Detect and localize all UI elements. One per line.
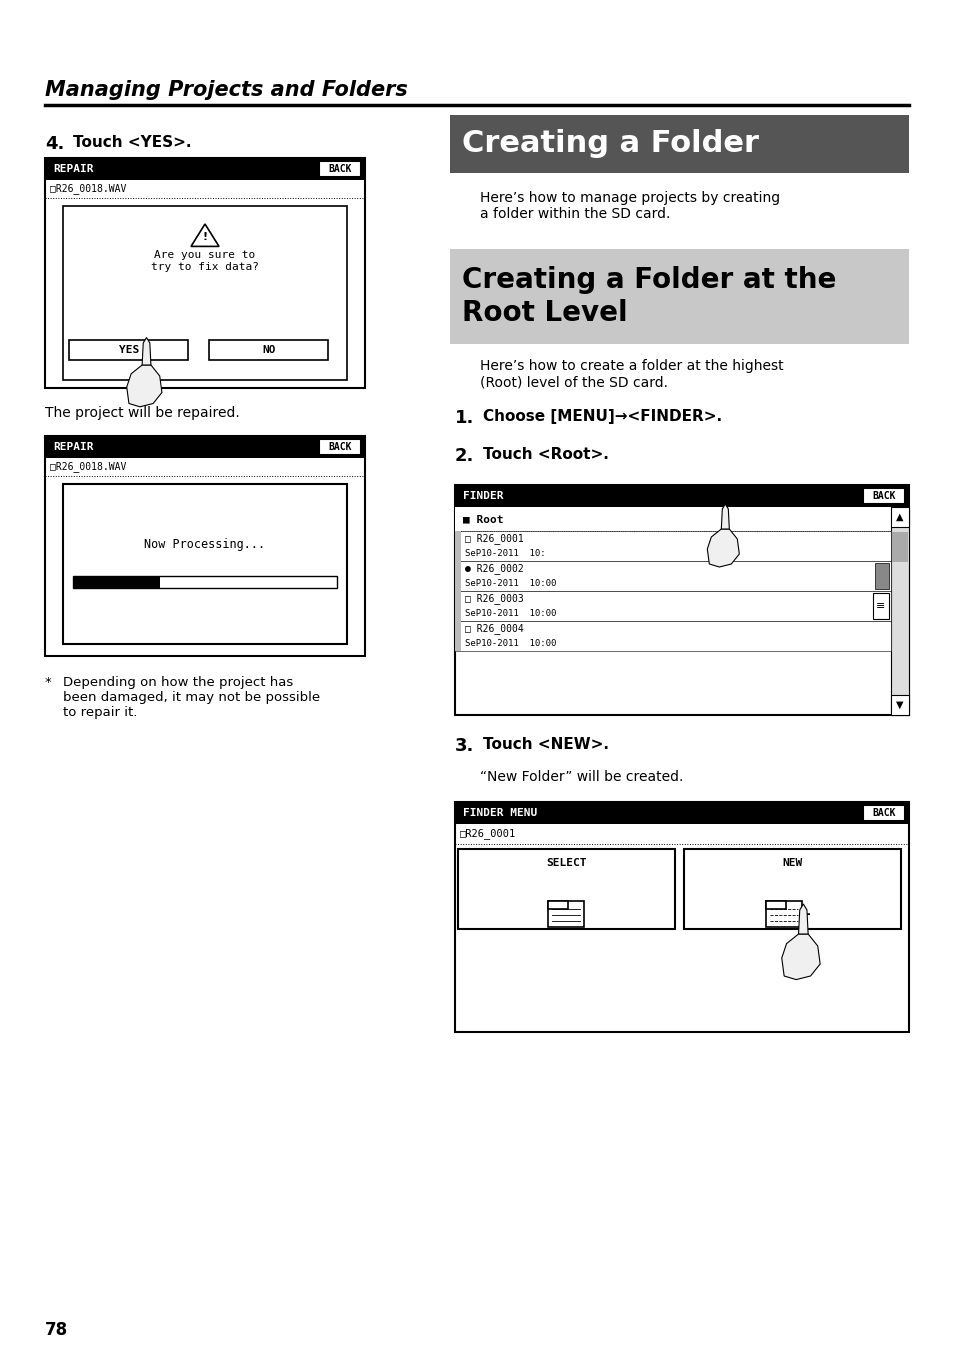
Text: FINDER: FINDER: [462, 492, 503, 501]
Bar: [455, 531, 460, 561]
Text: 1.: 1.: [455, 409, 474, 427]
Polygon shape: [191, 223, 219, 246]
Bar: [457, 849, 675, 929]
Bar: [45, 436, 365, 655]
Bar: [890, 506, 908, 715]
Text: □ R26_0004: □ R26_0004: [464, 624, 523, 635]
Text: NEW: NEW: [781, 858, 801, 868]
Text: ▲: ▲: [895, 512, 902, 523]
Bar: [455, 561, 890, 590]
Polygon shape: [781, 934, 820, 979]
Text: Depending on how the project has
been damaged, it may not be possible
to repair : Depending on how the project has been da…: [63, 676, 320, 719]
Bar: [862, 806, 904, 821]
Bar: [63, 483, 347, 645]
Text: *: *: [45, 676, 51, 689]
Bar: [69, 340, 188, 360]
Bar: [209, 340, 328, 360]
Bar: [455, 621, 890, 651]
Text: □R26_0018.WAV: □R26_0018.WAV: [50, 462, 126, 473]
Bar: [765, 900, 801, 927]
Bar: [862, 487, 904, 504]
Polygon shape: [127, 366, 162, 406]
Bar: [890, 695, 908, 715]
Text: □R26_0018.WAV: □R26_0018.WAV: [50, 184, 126, 195]
Bar: [450, 249, 908, 344]
Text: 4.: 4.: [45, 135, 64, 153]
Bar: [455, 802, 908, 1032]
Bar: [450, 115, 908, 173]
Bar: [455, 621, 460, 651]
Text: Managing Projects and Folders: Managing Projects and Folders: [45, 80, 407, 100]
Bar: [874, 563, 888, 589]
Bar: [45, 158, 365, 389]
Text: □R26_0001: □R26_0001: [459, 829, 516, 839]
Text: □ R26_0003: □ R26_0003: [464, 593, 523, 604]
Bar: [45, 436, 365, 458]
Text: BACK: BACK: [328, 164, 352, 175]
Bar: [455, 590, 460, 621]
Text: REPAIR: REPAIR: [53, 441, 93, 452]
Text: Creating a Folder: Creating a Folder: [461, 130, 759, 158]
Text: ▼: ▼: [895, 700, 902, 709]
Text: 78: 78: [45, 1322, 68, 1339]
Bar: [548, 900, 584, 927]
Polygon shape: [798, 904, 807, 934]
Text: “New Folder” will be created.: “New Folder” will be created.: [479, 770, 682, 784]
Text: □ R26_0001: □ R26_0001: [464, 533, 523, 544]
Text: FINDER MENU: FINDER MENU: [462, 808, 537, 818]
Text: ● R26_0002: ● R26_0002: [464, 563, 523, 574]
Bar: [455, 531, 890, 561]
Polygon shape: [706, 529, 739, 567]
Text: SELECT: SELECT: [546, 858, 586, 868]
Text: Creating a Folder at the
Root Level: Creating a Folder at the Root Level: [461, 267, 836, 326]
Bar: [872, 593, 888, 619]
Bar: [455, 506, 890, 531]
Text: Touch <YES>.: Touch <YES>.: [73, 135, 192, 150]
Bar: [455, 802, 908, 825]
Text: BACK: BACK: [871, 808, 895, 818]
Text: NO: NO: [262, 345, 275, 355]
Bar: [765, 900, 785, 909]
Text: Here’s how to manage projects by creating
a folder within the SD card.: Here’s how to manage projects by creatin…: [479, 191, 780, 221]
Bar: [890, 506, 908, 527]
Bar: [73, 575, 160, 588]
Text: Here’s how to create a folder at the highest
(Root) level of the SD card.: Here’s how to create a folder at the hig…: [479, 359, 782, 389]
Bar: [891, 532, 907, 562]
Text: SeP10-2011  10:00: SeP10-2011 10:00: [464, 608, 556, 617]
Text: SeP10-2011  10:: SeP10-2011 10:: [464, 548, 545, 558]
Bar: [683, 849, 900, 929]
Text: 2.: 2.: [455, 447, 474, 464]
Bar: [63, 206, 347, 380]
Bar: [455, 590, 890, 621]
Bar: [45, 158, 365, 180]
Text: 3.: 3.: [455, 737, 474, 756]
Text: Choose [MENU]→<FINDER>.: Choose [MENU]→<FINDER>.: [482, 409, 721, 424]
Text: -: -: [803, 907, 809, 921]
Text: !: !: [202, 232, 208, 241]
Text: BACK: BACK: [871, 492, 895, 501]
Bar: [455, 561, 460, 590]
Bar: [73, 575, 336, 588]
Bar: [548, 900, 568, 909]
Text: YES: YES: [118, 345, 138, 355]
Text: ≡: ≡: [876, 601, 884, 611]
Text: BACK: BACK: [328, 441, 352, 452]
Bar: [318, 439, 360, 455]
Bar: [455, 485, 908, 715]
Text: ■ Root: ■ Root: [462, 515, 503, 524]
Bar: [318, 161, 360, 177]
Text: The project will be repaired.: The project will be repaired.: [45, 406, 239, 420]
Text: Now Processing...: Now Processing...: [144, 539, 265, 551]
Text: REPAIR: REPAIR: [53, 164, 93, 175]
Polygon shape: [720, 504, 728, 529]
Text: SeP10-2011  10:00: SeP10-2011 10:00: [464, 578, 556, 588]
Bar: [455, 485, 908, 506]
Text: SeP10-2011  10:00: SeP10-2011 10:00: [464, 639, 556, 647]
Text: Touch <Root>.: Touch <Root>.: [482, 447, 608, 462]
Text: Touch <NEW>.: Touch <NEW>.: [482, 737, 608, 751]
Text: Are you sure to
try to fix data?: Are you sure to try to fix data?: [151, 250, 258, 272]
Polygon shape: [142, 337, 151, 366]
